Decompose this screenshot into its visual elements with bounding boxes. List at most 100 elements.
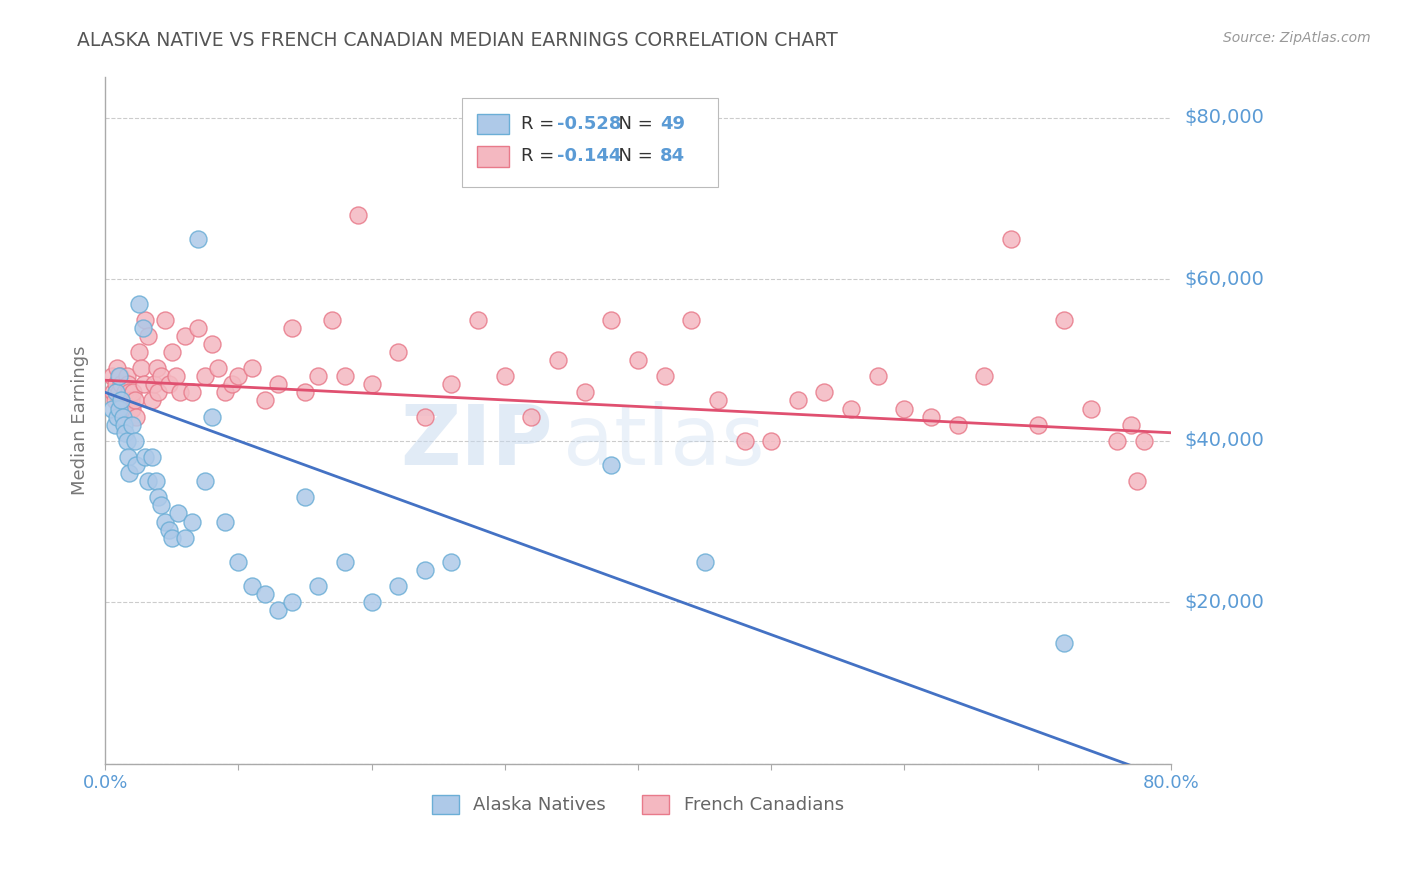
FancyBboxPatch shape (477, 114, 509, 135)
Point (280, 595, 302, 609)
Point (180, 515, 202, 529)
Point (129, 361, 152, 376)
Point (267, 603, 290, 617)
Point (131, 320, 153, 334)
Text: R =: R = (520, 147, 560, 165)
Point (122, 385, 145, 400)
Point (125, 409, 148, 424)
Point (387, 345, 409, 359)
Point (128, 345, 150, 359)
Point (360, 595, 382, 609)
Point (600, 458, 623, 472)
Point (132, 377, 155, 392)
Point (654, 369, 676, 384)
Point (387, 579, 409, 593)
Point (228, 369, 250, 384)
Point (136, 329, 159, 343)
Point (111, 393, 134, 408)
Point (114, 425, 136, 440)
Text: $80,000: $80,000 (1185, 108, 1264, 128)
Point (128, 296, 150, 310)
Point (145, 474, 167, 488)
FancyBboxPatch shape (463, 98, 718, 187)
Point (254, 393, 277, 408)
Point (103, 385, 125, 400)
Text: R =: R = (520, 115, 560, 133)
Point (153, 312, 176, 326)
Point (150, 369, 173, 384)
Point (440, 555, 463, 569)
Text: N =: N = (607, 147, 658, 165)
Point (839, 401, 862, 416)
Point (467, 312, 489, 326)
Point (681, 312, 703, 326)
Point (201, 337, 224, 351)
Point (112, 401, 135, 416)
Point (294, 491, 316, 505)
Point (101, 369, 124, 384)
Text: $60,000: $60,000 (1185, 269, 1264, 289)
Point (103, 393, 125, 408)
Point (143, 377, 166, 392)
Point (157, 377, 180, 392)
Text: ALASKA NATIVE VS FRENCH CANADIAN MEDIAN EARNINGS CORRELATION CHART: ALASKA NATIVE VS FRENCH CANADIAN MEDIAN … (77, 31, 838, 50)
Point (207, 361, 229, 376)
Point (1053, 636, 1076, 650)
Point (174, 329, 197, 343)
Point (280, 320, 302, 334)
Point (240, 361, 263, 376)
Point (187, 232, 209, 246)
Point (333, 369, 356, 384)
Point (307, 369, 329, 384)
Point (194, 474, 217, 488)
Point (121, 417, 143, 432)
Point (214, 385, 236, 400)
Point (360, 377, 382, 392)
Point (1107, 434, 1129, 448)
Text: 84: 84 (661, 147, 686, 165)
Point (148, 491, 170, 505)
Point (101, 401, 124, 416)
Point (194, 369, 217, 384)
Point (267, 377, 290, 392)
Point (1053, 312, 1076, 326)
Point (150, 499, 173, 513)
Point (333, 555, 356, 569)
Point (1119, 417, 1142, 432)
Point (307, 579, 329, 593)
Point (105, 409, 128, 424)
Point (946, 417, 969, 432)
Point (786, 393, 808, 408)
Point (600, 312, 623, 326)
Point (321, 312, 343, 326)
Point (104, 377, 127, 392)
Point (759, 434, 782, 448)
Point (228, 555, 250, 569)
Point (214, 515, 236, 529)
Point (107, 369, 129, 384)
Point (110, 377, 132, 392)
Point (169, 385, 191, 400)
Point (117, 450, 139, 464)
Point (187, 320, 209, 334)
Point (120, 393, 142, 408)
Point (134, 312, 156, 326)
Point (413, 563, 436, 577)
Point (115, 434, 138, 448)
Point (813, 385, 835, 400)
Point (520, 409, 543, 424)
Point (920, 409, 942, 424)
Point (893, 401, 915, 416)
Text: Source: ZipAtlas.com: Source: ZipAtlas.com (1223, 31, 1371, 45)
Point (124, 393, 146, 408)
Legend: Alaska Natives, French Canadians: Alaska Natives, French Canadians (423, 786, 853, 823)
Point (1026, 417, 1049, 432)
Point (167, 507, 190, 521)
Point (693, 555, 716, 569)
Point (254, 587, 277, 601)
Point (734, 434, 756, 448)
Point (117, 377, 139, 392)
Text: ZIP: ZIP (401, 401, 553, 482)
Text: -0.528: -0.528 (557, 115, 621, 133)
Point (221, 377, 243, 392)
